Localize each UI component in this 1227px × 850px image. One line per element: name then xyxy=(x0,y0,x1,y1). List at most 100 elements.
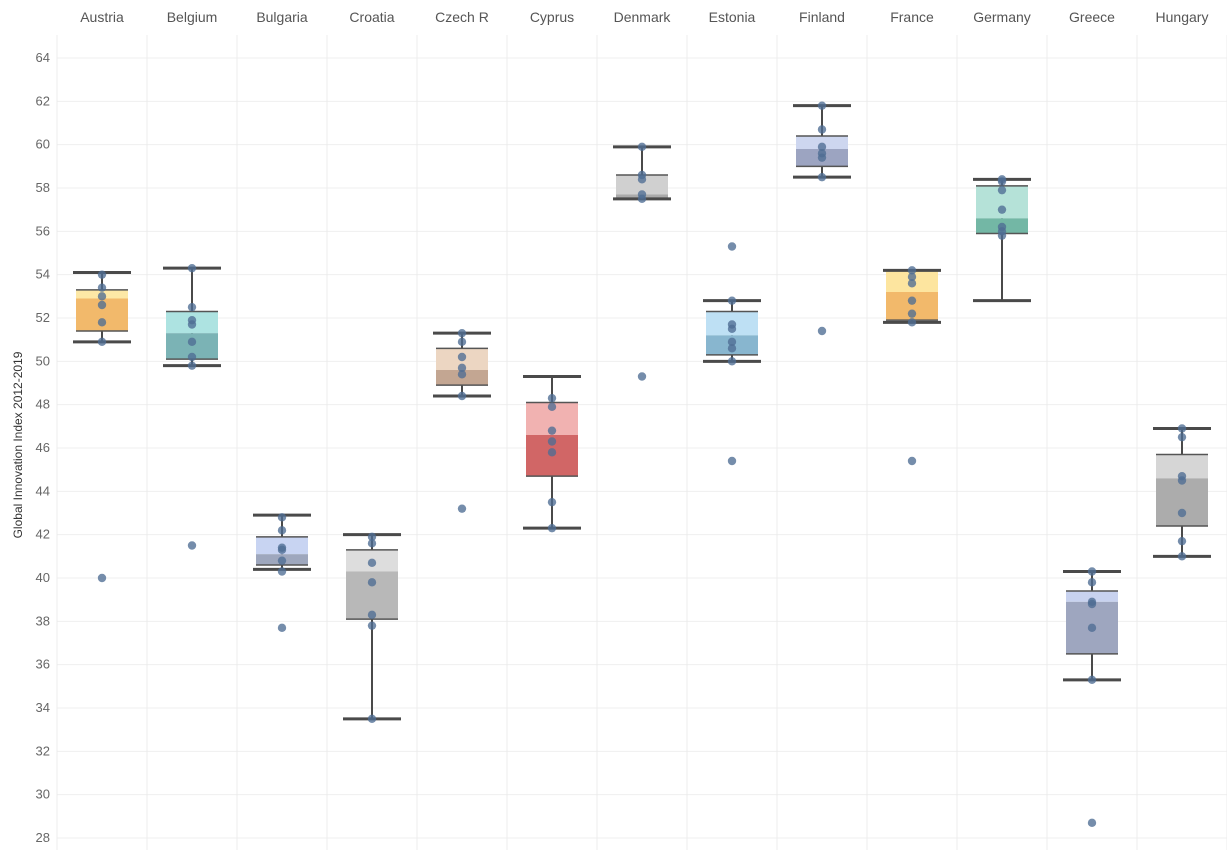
box-cyprus: Cyprus xyxy=(523,9,581,533)
y-axis: Global Innovation Index 2012-2019 28 30 32… xyxy=(11,50,50,845)
data-point xyxy=(367,610,377,620)
data-point xyxy=(457,504,467,513)
data-point xyxy=(727,456,737,466)
data-point xyxy=(907,272,917,282)
data-point xyxy=(97,300,107,310)
data-point xyxy=(457,352,467,362)
data-point xyxy=(1087,675,1097,685)
data-point xyxy=(277,623,287,633)
y-tick-label: 38 xyxy=(36,613,50,628)
data-point xyxy=(547,523,557,533)
data-point xyxy=(367,714,377,724)
data-point xyxy=(997,185,1007,195)
data-point xyxy=(547,497,557,507)
data-point xyxy=(547,437,557,446)
data-point xyxy=(367,532,377,542)
y-tick-label: 28 xyxy=(36,830,50,845)
data-point xyxy=(187,302,197,312)
data-point xyxy=(457,328,467,338)
category-label: Croatia xyxy=(349,9,394,25)
y-tick-label: 48 xyxy=(36,397,50,412)
y-tick-label: 40 xyxy=(36,570,50,585)
box-austria: Austria xyxy=(73,9,131,583)
category-label: Belgium xyxy=(167,9,218,25)
column-separators xyxy=(56,35,1227,850)
data-point xyxy=(187,541,197,550)
data-point xyxy=(547,426,557,435)
y-tick-label: 46 xyxy=(36,440,50,455)
data-point xyxy=(97,270,107,279)
data-point xyxy=(187,352,197,362)
y-tick-label: 32 xyxy=(36,743,50,758)
data-point xyxy=(187,337,197,347)
data-point xyxy=(817,125,827,134)
data-point xyxy=(1177,536,1187,546)
data-point xyxy=(727,344,737,353)
box-germany: Germany xyxy=(973,9,1031,303)
data-point xyxy=(907,318,917,327)
y-tick-label: 62 xyxy=(36,93,50,108)
box-upper xyxy=(1066,591,1118,602)
data-point xyxy=(97,283,107,292)
data-point xyxy=(637,175,647,184)
y-tick-label: 58 xyxy=(36,180,50,195)
box-upper xyxy=(796,136,848,149)
data-point xyxy=(457,391,467,401)
data-point xyxy=(277,545,287,555)
data-point xyxy=(727,296,737,305)
data-point xyxy=(547,402,557,412)
data-point xyxy=(1177,432,1187,442)
data-point xyxy=(187,263,197,273)
box-belgium: Belgium xyxy=(163,9,221,550)
data-point xyxy=(637,142,647,152)
y-tick-label: 52 xyxy=(36,310,50,325)
y-tick-label: 30 xyxy=(36,787,50,802)
box-hungary: Hungary xyxy=(1153,9,1211,561)
data-point xyxy=(97,573,107,583)
data-point xyxy=(907,456,917,466)
data-point xyxy=(187,320,197,329)
box-plots: Austria Belgium Bulgaria Croatia Czech R Cypr… xyxy=(73,9,1211,828)
data-point xyxy=(1177,552,1187,561)
category-label: Czech R xyxy=(435,9,489,25)
data-point xyxy=(997,205,1007,214)
data-point xyxy=(97,337,107,347)
data-point xyxy=(637,194,647,204)
data-point xyxy=(817,326,827,336)
data-point xyxy=(457,370,467,379)
data-point xyxy=(817,153,827,162)
data-point xyxy=(97,318,107,327)
data-point xyxy=(1087,578,1097,587)
box-lower xyxy=(1156,478,1208,526)
data-point xyxy=(97,292,107,301)
data-point xyxy=(367,539,377,548)
category-label: France xyxy=(890,9,934,25)
data-point xyxy=(637,372,647,381)
category-label: Estonia xyxy=(709,9,756,25)
data-point xyxy=(457,337,467,347)
data-point xyxy=(187,361,197,370)
category-label: Hungary xyxy=(1156,9,1209,25)
data-point xyxy=(817,101,827,110)
category-label: Bulgaria xyxy=(256,9,308,25)
data-point xyxy=(277,556,287,565)
data-point xyxy=(907,279,917,288)
y-tick-label: 34 xyxy=(36,700,50,715)
data-point xyxy=(727,242,737,251)
data-point xyxy=(457,363,467,373)
y-tick-label: 44 xyxy=(36,483,50,498)
y-tick-label: 64 xyxy=(36,50,50,65)
data-point xyxy=(727,357,737,366)
data-point xyxy=(907,309,917,318)
data-point xyxy=(367,621,377,630)
data-point xyxy=(277,513,287,522)
data-point xyxy=(817,172,827,182)
data-point xyxy=(1177,424,1187,433)
data-point xyxy=(277,567,287,576)
data-point xyxy=(907,266,917,275)
category-label: Greece xyxy=(1069,9,1115,25)
y-tick-label: 42 xyxy=(36,527,50,542)
y-axis-title: Global Innovation Index 2012-2019 xyxy=(11,351,25,538)
category-label: Cyprus xyxy=(530,9,574,25)
